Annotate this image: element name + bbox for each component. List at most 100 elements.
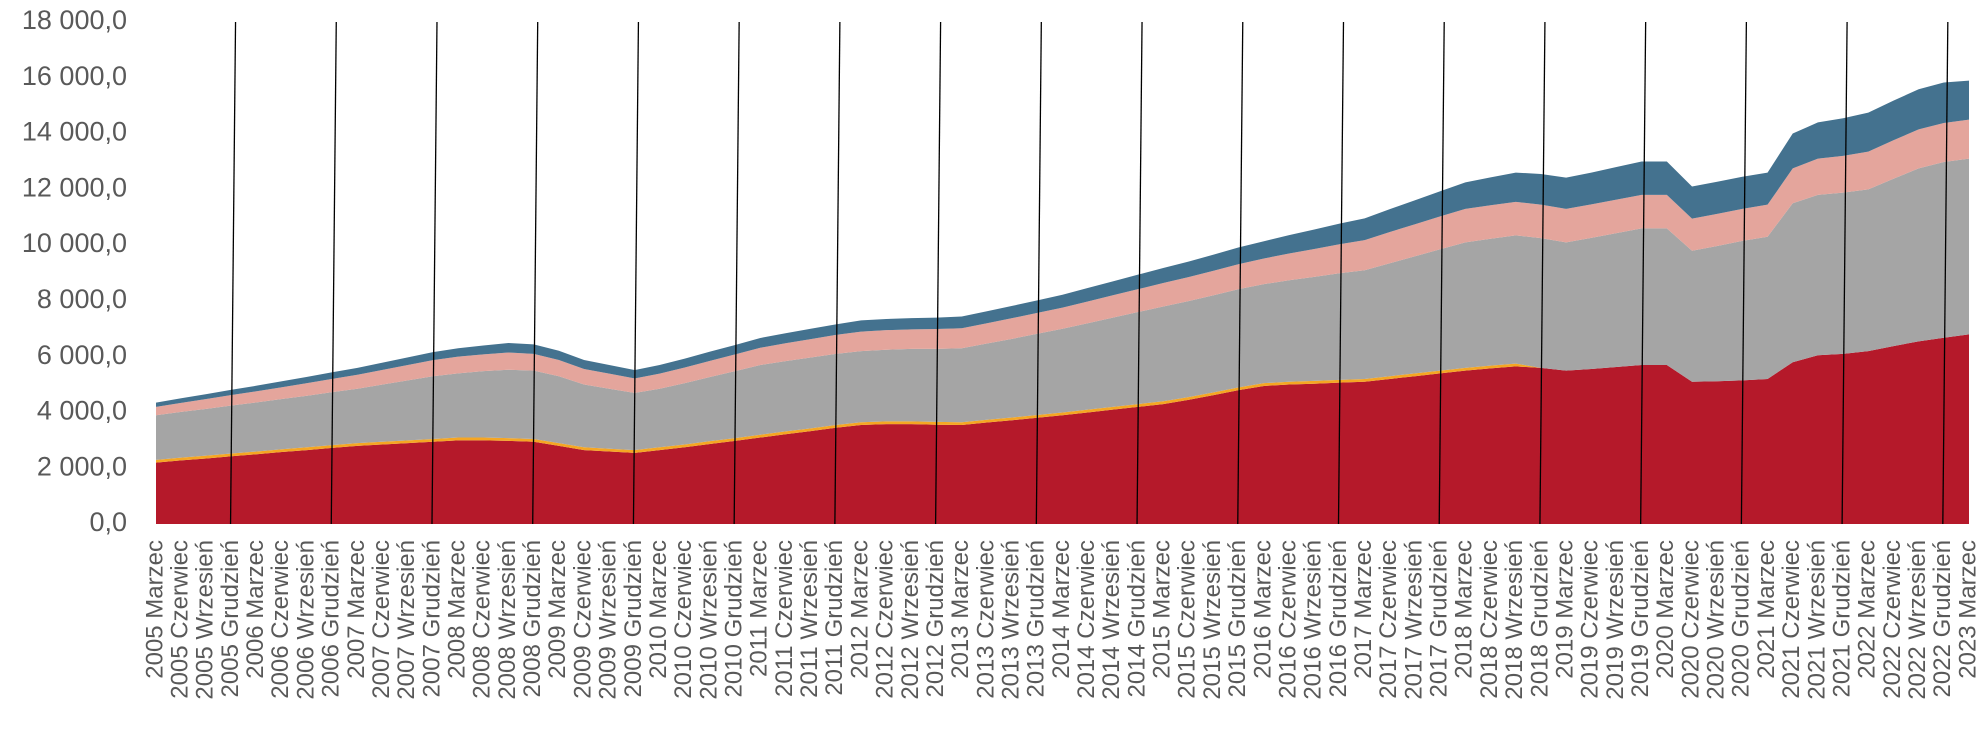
area	[156, 158, 1969, 460]
x-tick-label: 2017 Grudzień	[1426, 540, 1453, 697]
x-tick-label: 2021 Grudzień	[1828, 540, 1855, 697]
separator-line	[834, 21, 841, 525]
x-tick-label: 2020 Czerwiec	[1677, 540, 1704, 699]
x-tick-label: 2021 Marzec	[1753, 540, 1780, 679]
x-tick-label: 2010 Wrzesień	[695, 540, 722, 700]
x-tick-label: 2022 Marzec	[1854, 540, 1881, 679]
separator-line	[1136, 21, 1143, 525]
x-tick-label: 2011 Grudzień	[821, 540, 848, 696]
x-tick-label: 2011 Czerwiec	[771, 540, 798, 697]
separator-line	[1640, 21, 1647, 525]
separator-line	[1942, 21, 1949, 525]
x-tick-label: 2016 Wrzesień	[1300, 540, 1327, 700]
x-tick-label: 2018 Czerwiec	[1476, 540, 1503, 699]
x-tick-label: 2021 Wrzesień	[1803, 540, 1830, 700]
x-tick-label: 2006 Czerwiec	[267, 540, 294, 699]
x-tick-label: 2014 Czerwiec	[1073, 540, 1100, 699]
area	[156, 80, 1969, 407]
separator-line	[1740, 21, 1748, 525]
x-tick-label: 2018 Wrzesień	[1501, 540, 1528, 700]
x-tick-label: 2016 Czerwiec	[1274, 540, 1301, 699]
x-tick-label: 2018 Marzec	[1451, 540, 1478, 679]
y-tick-label: 12 000,0	[22, 172, 127, 202]
y-tick-label: 6 000,0	[37, 340, 127, 370]
y-tick-label: 0,0	[89, 507, 127, 537]
x-tick-label: 2013 Grudzień	[1023, 540, 1050, 697]
x-tick-label: 2022 Wrzesień	[1904, 540, 1931, 700]
x-tick-label: 2011 Marzec	[746, 540, 773, 677]
x-tick-label: 2019 Grudzień	[1627, 540, 1654, 697]
x-tick-label: 2015 Grudzień	[1224, 540, 1251, 697]
y-tick-label: 8 000,0	[37, 284, 127, 314]
x-tick-label: 2007 Wrzesień	[393, 540, 420, 700]
separator-line	[431, 21, 438, 525]
x-tick-label: 2016 Marzec	[1249, 540, 1276, 679]
x-tick-label: 2014 Marzec	[1048, 540, 1075, 679]
x-tick-label: 2022 Grudzień	[1929, 540, 1956, 697]
x-tick-label: 2008 Marzec	[444, 540, 471, 679]
x-tick-label: 2013 Marzec	[947, 540, 974, 679]
x-tick-label: 2020 Wrzesień	[1703, 540, 1730, 700]
separator-line	[632, 21, 640, 525]
separator-line	[1337, 21, 1345, 525]
x-tick-label: 2019 Marzec	[1551, 540, 1578, 679]
y-tick-label: 18 000,0	[22, 5, 127, 35]
separator-line	[229, 21, 237, 525]
x-tick-label: 2012 Marzec	[846, 540, 873, 679]
x-tick-label: 2020 Marzec	[1652, 540, 1679, 679]
x-tick-label: 2009 Wrzesień	[595, 540, 622, 700]
x-tick-label: 2008 Czerwiec	[469, 540, 496, 699]
area	[156, 119, 1969, 416]
x-tick-label: 2013 Wrzesień	[997, 540, 1024, 700]
separator-line	[1035, 21, 1042, 525]
x-tick-label: 2007 Czerwiec	[368, 540, 395, 699]
x-tick-label: 2008 Grudzień	[519, 540, 546, 697]
x-tick-label: 2012 Grudzień	[922, 540, 949, 697]
x-tick-label: 2006 Wrzesień	[292, 540, 319, 700]
x-tick-label: 2023 Marzec	[1954, 540, 1978, 679]
x-tick-label: 2009 Czerwiec	[569, 540, 596, 699]
separator-line	[1841, 21, 1848, 525]
x-tick-label: 2015 Czerwiec	[1174, 540, 1201, 699]
x-tick-label: 2007 Grudzień	[418, 540, 445, 697]
x-tick-label: 2010 Grudzień	[720, 540, 747, 697]
x-tick-label: 2012 Czerwiec	[872, 540, 899, 699]
y-tick-label: 4 000,0	[37, 396, 127, 426]
x-tick-label: 2021 Czerwiec	[1778, 540, 1805, 699]
x-tick-label: 2014 Grudzień	[1123, 540, 1150, 697]
x-tick-label: 2007 Marzec	[343, 540, 370, 679]
separator-line	[1237, 21, 1244, 525]
x-tick-label: 2012 Wrzesień	[897, 540, 924, 700]
x-tick-label: 2014 Wrzesień	[1098, 540, 1125, 700]
x-tick-label: 2005 Czerwiec	[167, 540, 194, 699]
x-tick-label: 2016 Grudzień	[1325, 540, 1352, 697]
x-tick-label: 2013 Czerwiec	[972, 540, 999, 699]
x-tick-label: 2010 Marzec	[645, 540, 672, 679]
x-tick-label: 2020 Grudzień	[1728, 540, 1755, 697]
x-tick-label: 2005 Marzec	[141, 540, 168, 679]
separator-line	[1539, 21, 1546, 525]
separator-line	[1438, 21, 1445, 525]
x-tick-label: 2018 Grudzień	[1526, 540, 1553, 697]
x-tick-label: 2015 Marzec	[1149, 540, 1176, 679]
x-tick-label: 2017 Marzec	[1350, 540, 1377, 679]
x-tick-label: 2009 Marzec	[544, 540, 571, 679]
x-tick-label: 2009 Grudzień	[620, 540, 647, 697]
x-tick-label: 2017 Czerwiec	[1375, 540, 1402, 699]
x-tick-label: 2015 Wrzesień	[1199, 540, 1226, 700]
x-tick-label: 2019 Wrzesień	[1602, 540, 1629, 700]
separator-line	[934, 21, 942, 525]
x-tick-label: 2022 Czerwiec	[1879, 540, 1906, 699]
x-tick-label: 2006 Grudzień	[318, 540, 345, 697]
y-tick-label: 16 000,0	[22, 61, 127, 91]
x-tick-label: 2005 Wrzesień	[192, 540, 219, 700]
x-tick-label: 2019 Czerwiec	[1577, 540, 1604, 699]
y-tick-label: 2 000,0	[37, 451, 127, 481]
x-tick-label: 2011 Wrzesień	[796, 540, 823, 698]
area	[156, 334, 1969, 524]
x-tick-label: 2006 Marzec	[242, 540, 269, 679]
separator-line	[532, 21, 539, 525]
separator-line	[733, 21, 740, 525]
y-tick-label: 14 000,0	[22, 117, 127, 147]
